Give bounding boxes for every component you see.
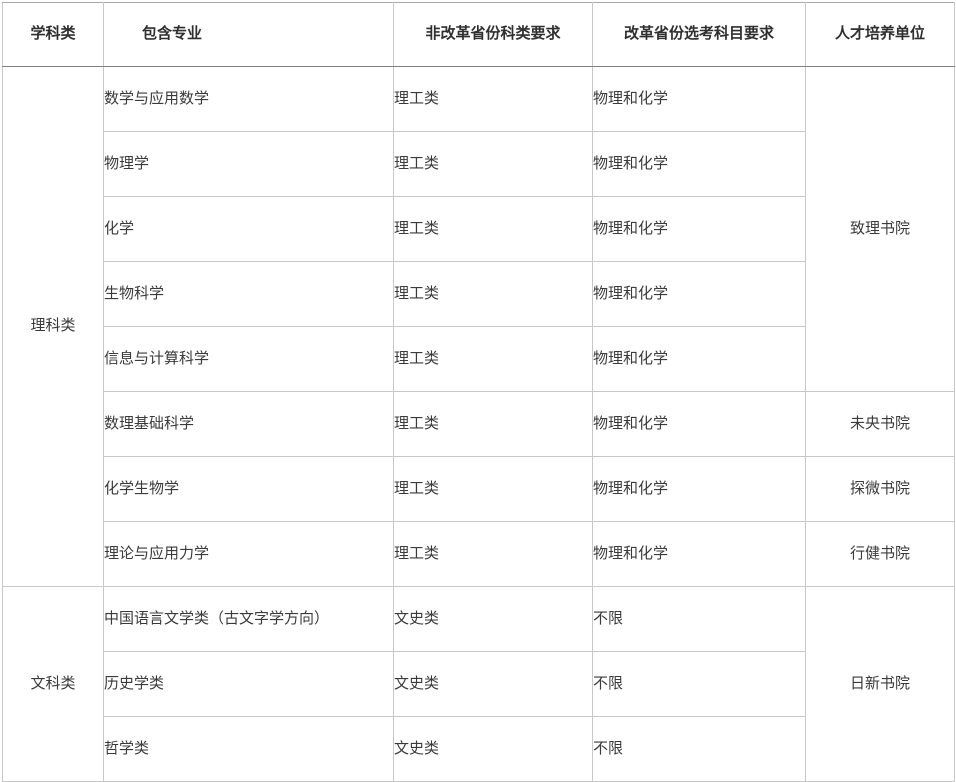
cell-reform-subject-requirement: 不限 — [592, 586, 806, 652]
table-header: 学科类 包含专业 非改革省份科类要求 改革省份选考科目要求 人才培养单位 — [2, 2, 955, 67]
table-row: 生物科学 理工类 物理和化学 — [3, 261, 955, 327]
table-row: 化学 理工类 物理和化学 — [3, 196, 955, 262]
cell-non-reform-requirement: 文史类 — [393, 586, 593, 652]
cell-major: 历史学类 — [103, 651, 394, 717]
table-row: 理科类 数学与应用数学 理工类 物理和化学 致理书院 — [2, 66, 955, 587]
cell-non-reform-requirement: 理工类 — [393, 326, 593, 392]
cell-non-reform-requirement: 理工类 — [393, 66, 593, 132]
cell-non-reform-requirement: 理工类 — [393, 456, 593, 522]
column-header-included-majors: 包含专业 — [103, 2, 394, 67]
cell-major: 哲学类 — [103, 716, 394, 782]
cell-major: 数学与应用数学 — [103, 66, 394, 132]
table-section-humanities: 文科类 中国语言文学类（古文字学方向） 文史类 不限 日新书院 历史学类 文史类… — [2, 586, 955, 782]
cell-major: 物理学 — [103, 131, 394, 197]
cell-non-reform-requirement: 理工类 — [393, 261, 593, 327]
cell-training-unit: 致理书院 — [805, 66, 955, 392]
cell-major: 化学 — [103, 196, 394, 262]
cell-reform-subject-requirement: 物理和化学 — [592, 391, 806, 457]
cell-training-unit: 未央书院 — [805, 391, 955, 457]
table-row: 哲学类 文史类 不限 — [3, 716, 955, 782]
cell-reform-subject-requirement: 物理和化学 — [592, 456, 806, 522]
header-row: 学科类 包含专业 非改革省份科类要求 改革省份选考科目要求 人才培养单位 — [2, 2, 955, 67]
cell-reform-subject-requirement: 物理和化学 — [592, 326, 806, 392]
table-row: 信息与计算科学 理工类 物理和化学 — [3, 326, 955, 392]
cell-training-unit: 日新书院 — [805, 586, 955, 782]
cell-discipline-category: 文科类 — [2, 586, 104, 782]
cell-major: 中国语言文学类（古文字学方向） — [103, 586, 394, 652]
table-section-science: 理科类 数学与应用数学 理工类 物理和化学 致理书院 物理学 理工类 物理和化学… — [2, 66, 955, 587]
table-row: 数理基础科学 理工类 物理和化学 未央书院 — [3, 391, 955, 457]
table-row: 文科类 中国语言文学类（古文字学方向） 文史类 不限 日新书院 — [2, 586, 955, 782]
column-header-non-reform-requirement: 非改革省份科类要求 — [393, 2, 593, 67]
cell-non-reform-requirement: 理工类 — [393, 131, 593, 197]
table-row: 历史学类 文史类 不限 — [3, 651, 955, 717]
cell-non-reform-requirement: 理工类 — [393, 521, 593, 587]
cell-reform-subject-requirement: 物理和化学 — [592, 196, 806, 262]
cell-reform-subject-requirement: 物理和化学 — [592, 131, 806, 197]
cell-non-reform-requirement: 文史类 — [393, 651, 593, 717]
table-row: 物理学 理工类 物理和化学 — [3, 131, 955, 197]
cell-non-reform-requirement: 理工类 — [393, 196, 593, 262]
column-header-reform-subject-requirement: 改革省份选考科目要求 — [592, 2, 806, 67]
cell-non-reform-requirement: 文史类 — [393, 716, 593, 782]
cell-major: 理论与应用力学 — [103, 521, 394, 587]
cell-major: 化学生物学 — [103, 456, 394, 522]
cell-major: 生物科学 — [103, 261, 394, 327]
cell-training-unit: 行健书院 — [805, 521, 955, 587]
cell-reform-subject-requirement: 物理和化学 — [592, 261, 806, 327]
table-row: 理论与应用力学 理工类 物理和化学 行健书院 — [3, 521, 955, 587]
cell-reform-subject-requirement: 物理和化学 — [592, 521, 806, 587]
cell-reform-subject-requirement: 物理和化学 — [592, 66, 806, 132]
cell-reform-subject-requirement: 不限 — [592, 716, 806, 782]
cell-major: 信息与计算科学 — [103, 326, 394, 392]
cell-discipline-category: 理科类 — [2, 66, 104, 587]
cell-reform-subject-requirement: 不限 — [592, 651, 806, 717]
column-header-discipline-category: 学科类 — [2, 2, 104, 67]
cell-training-unit: 探微书院 — [805, 456, 955, 522]
cell-major: 数理基础科学 — [103, 391, 394, 457]
table-row: 化学生物学 理工类 物理和化学 探微书院 — [3, 456, 955, 522]
column-header-training-unit: 人才培养单位 — [805, 2, 955, 67]
cell-non-reform-requirement: 理工类 — [393, 391, 593, 457]
